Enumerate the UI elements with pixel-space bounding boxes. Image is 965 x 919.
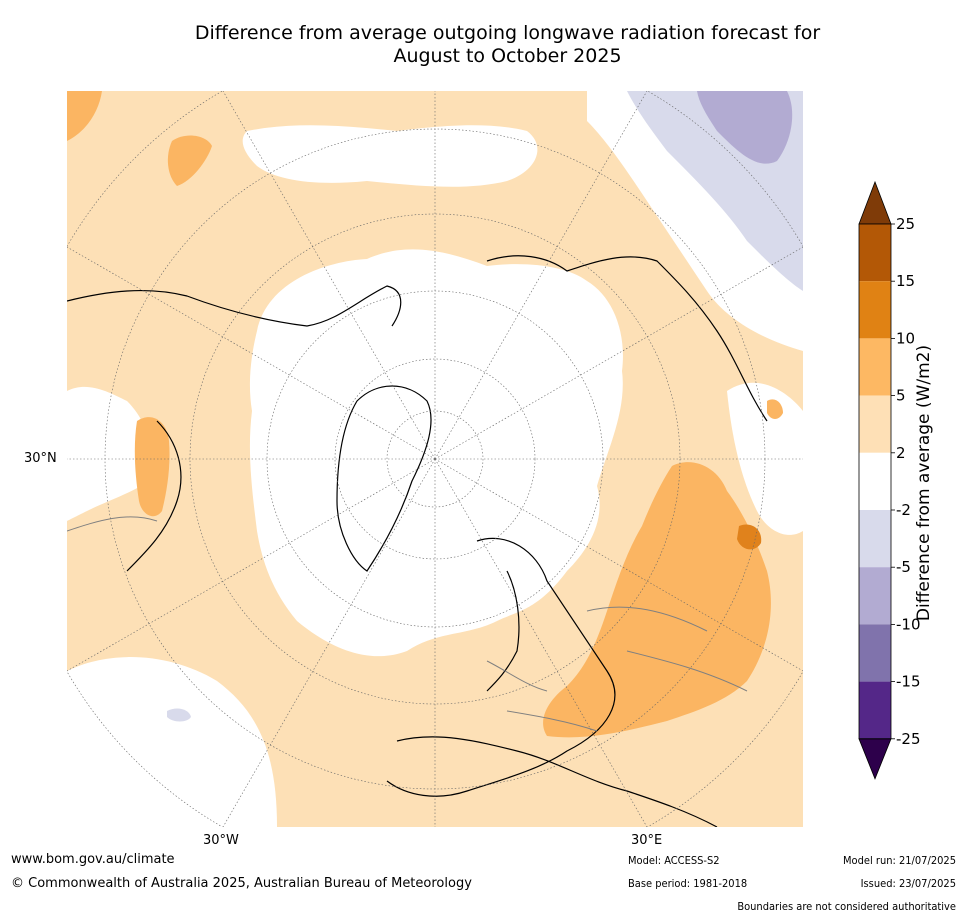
neutral-region-north <box>242 125 538 187</box>
positive-region-na <box>134 417 170 517</box>
border-russia-2 <box>626 650 748 692</box>
footer-website: www.bom.gov.au/climate <box>11 852 175 867</box>
border-europe-1 <box>486 660 548 692</box>
neutral-region-west <box>67 386 151 521</box>
footer-copyright: © Commonwealth of Australia 2025, Austra… <box>11 876 472 891</box>
colorbar-tick-label: -25 <box>896 730 921 748</box>
coastline-mediterranean <box>396 736 718 827</box>
colorbar-extend-top <box>858 180 892 225</box>
colorbar-tick-label: 5 <box>896 387 906 405</box>
neutral-region-southwest <box>67 657 277 827</box>
colorbar-tick-label: -10 <box>896 615 921 633</box>
positive-region-russia <box>543 462 771 738</box>
meridian-60e <box>434 458 803 672</box>
lat-label-30n: 30°N <box>24 451 57 466</box>
positive-region-small <box>767 399 783 419</box>
colorbar-segment <box>859 567 891 625</box>
colorbar-segment <box>859 452 891 510</box>
colorbar-segment <box>859 224 891 282</box>
coastline-north-america <box>67 285 402 327</box>
lon-label-30e: 30°E <box>631 833 663 848</box>
footer-issued: Issued: 23/07/2025 <box>860 877 956 890</box>
meridian-120w <box>67 246 436 460</box>
coastline-siberia <box>486 255 768 422</box>
colorbar-segment <box>859 395 891 453</box>
border-us-canada <box>67 516 158 532</box>
coastline-greenland <box>336 385 432 572</box>
positive-region-strong <box>737 524 762 550</box>
neutral-region-arctic <box>249 249 623 657</box>
colorbar-title: Difference from average (W/m2) <box>914 344 934 622</box>
country-borders <box>67 516 748 732</box>
colorbar: 25 15 10 5 2 -2 -5 -10 -15 -25 <box>858 180 921 780</box>
colorbar-tick-label: 25 <box>896 215 915 233</box>
colorbar-tick-label: 10 <box>896 329 915 347</box>
colorbar-segment <box>859 281 891 339</box>
colorbar-tick-label: -5 <box>896 558 911 576</box>
colorbar-tick-label: 2 <box>896 444 906 462</box>
positive-region-north <box>67 91 102 141</box>
meridian-60w <box>67 458 436 672</box>
map-title: Difference from average outgoing longwav… <box>0 22 965 68</box>
graticule <box>67 91 803 827</box>
meridian-30e <box>434 458 648 827</box>
footer-base-period: Base period: 1981-2018 <box>628 877 748 890</box>
coastlines <box>67 255 768 827</box>
footer-model-run: Model run: 21/07/2025 <box>843 854 956 867</box>
colorbar-tick-label: 15 <box>896 272 915 290</box>
positive-region-north-2 <box>167 135 212 186</box>
title-line-2: August to October 2025 <box>393 45 622 67</box>
lon-label-30w: 30°W <box>203 833 239 848</box>
footer-model: Model: ACCESS-S2 <box>628 854 720 867</box>
lat-circle-80 <box>386 410 484 508</box>
border-europe-2 <box>506 710 598 732</box>
coastline-scandinavia <box>486 570 520 692</box>
footer-disclaimer: Boundaries are not considered authoritat… <box>737 900 956 913</box>
meridian-30w <box>222 458 436 827</box>
border-russia-1 <box>586 606 708 632</box>
meridian-120e <box>434 246 803 460</box>
title-line-1: Difference from average outgoing longwav… <box>194 22 821 44</box>
colorbar-segment <box>859 624 891 682</box>
colorbar-tick-label: -15 <box>896 673 921 691</box>
meridian-150w <box>222 91 436 460</box>
negative-region-small <box>167 708 191 722</box>
colorbar-outline <box>858 223 892 740</box>
colorbar-segment <box>859 338 891 396</box>
coastline-europe <box>386 537 616 797</box>
colorbar-segment <box>859 681 891 739</box>
meridian-150e <box>434 91 648 460</box>
coastline-hudson <box>126 420 182 572</box>
lat-circle-70 <box>334 358 536 560</box>
negative-region-medium <box>697 91 793 164</box>
colorbar-segment <box>859 510 891 568</box>
colorbar-extend-bottom <box>858 738 892 780</box>
anomaly-map <box>67 91 803 827</box>
colorbar-tick-label: -2 <box>896 501 911 519</box>
